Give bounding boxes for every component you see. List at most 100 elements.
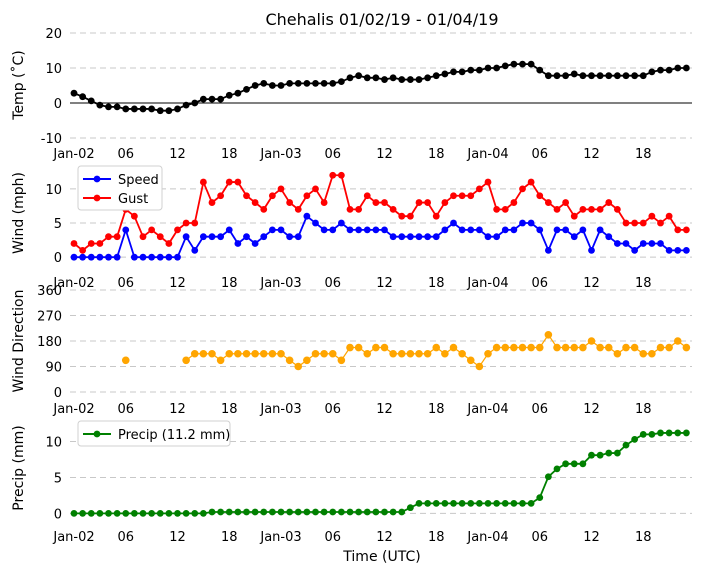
data-point bbox=[501, 499, 509, 507]
data-point bbox=[182, 356, 190, 365]
y-tick-label: 5 bbox=[54, 217, 62, 232]
data-point bbox=[303, 80, 311, 87]
subplot-4: 0 5 10 Precip (mm) Jan-02 06 12 18 Jan-03 06 12 18 J… bbox=[11, 420, 692, 545]
data-point bbox=[199, 349, 208, 358]
data-point bbox=[432, 212, 440, 220]
data-point bbox=[190, 349, 199, 358]
x-tick-label: 18 bbox=[221, 276, 238, 291]
data-point bbox=[79, 253, 87, 261]
data-point bbox=[208, 508, 216, 516]
data-point bbox=[139, 105, 147, 113]
data-point bbox=[208, 233, 216, 241]
data-point bbox=[441, 499, 449, 507]
x-tick-label: 06 bbox=[117, 147, 134, 162]
legend: Precip (11.2 mm) bbox=[77, 420, 231, 447]
data-point bbox=[613, 449, 621, 457]
data-point bbox=[337, 219, 345, 227]
data-point bbox=[570, 233, 578, 241]
data-point bbox=[527, 499, 535, 507]
data-point bbox=[96, 510, 104, 517]
data-point bbox=[458, 192, 466, 200]
data-point bbox=[217, 95, 225, 103]
y-tick-label: 270 bbox=[37, 310, 62, 325]
data-point bbox=[139, 510, 147, 517]
data-point bbox=[467, 192, 475, 200]
x-tick-label: 12 bbox=[169, 276, 186, 291]
data-point bbox=[648, 349, 656, 358]
data-point bbox=[122, 105, 130, 113]
data-point bbox=[251, 349, 259, 358]
data-point bbox=[613, 240, 621, 247]
data-point bbox=[121, 356, 130, 365]
data-point bbox=[363, 349, 372, 358]
chart-title: Chehalis 01/02/19 - 01/04/19 bbox=[265, 10, 498, 29]
data-point bbox=[596, 205, 604, 213]
data-point bbox=[484, 499, 492, 507]
y-tick-label: -10 bbox=[41, 132, 62, 147]
data-point bbox=[70, 510, 78, 517]
data-point bbox=[234, 508, 242, 516]
x-tick-label: 06 bbox=[324, 402, 341, 417]
data-point bbox=[484, 178, 492, 186]
x-tick-label: Jan-04 bbox=[466, 530, 508, 545]
data-point bbox=[639, 240, 647, 247]
data-point bbox=[372, 226, 380, 234]
data-point bbox=[191, 246, 199, 254]
data-point bbox=[216, 356, 225, 365]
data-point bbox=[657, 240, 664, 247]
y-tick-label: 20 bbox=[45, 27, 62, 42]
data-point bbox=[562, 72, 570, 80]
data-point bbox=[130, 212, 138, 220]
data-point bbox=[639, 72, 647, 80]
data-point bbox=[363, 74, 371, 82]
data-point bbox=[130, 105, 138, 113]
series-line bbox=[73, 174, 687, 252]
data-point bbox=[286, 233, 294, 241]
data-point bbox=[613, 72, 621, 80]
data-point bbox=[217, 233, 225, 241]
data-point bbox=[544, 473, 552, 481]
data-point bbox=[570, 70, 578, 78]
data-point bbox=[312, 185, 319, 193]
data-point bbox=[682, 64, 690, 72]
data-point bbox=[450, 499, 457, 507]
data-point bbox=[354, 343, 363, 352]
data-point bbox=[217, 192, 225, 200]
data-point bbox=[380, 343, 389, 352]
x-tick-label: Jan-04 bbox=[466, 147, 508, 162]
data-point bbox=[424, 199, 432, 206]
data-point bbox=[639, 349, 648, 358]
data-point bbox=[243, 508, 250, 516]
data-point bbox=[682, 246, 690, 254]
data-point bbox=[225, 91, 233, 99]
data-point bbox=[251, 82, 259, 89]
data-point bbox=[148, 510, 156, 517]
data-point bbox=[544, 199, 552, 206]
data-point bbox=[182, 233, 190, 241]
data-point bbox=[268, 508, 276, 516]
data-point bbox=[130, 253, 138, 261]
legend: Speed Gust bbox=[77, 165, 163, 211]
data-point bbox=[346, 205, 354, 213]
x-tick-label: 06 bbox=[324, 147, 341, 162]
y-axis-label: Wind (mph) bbox=[11, 172, 27, 254]
y-axis-label: Temp (˚C) bbox=[10, 50, 27, 120]
data-point bbox=[639, 430, 647, 438]
y-axis-label: Wind Direction bbox=[11, 290, 27, 393]
data-point bbox=[579, 343, 587, 352]
data-point bbox=[182, 101, 190, 109]
data-point bbox=[665, 429, 673, 437]
data-point bbox=[605, 72, 613, 80]
x-tick-label: 12 bbox=[376, 402, 393, 417]
data-point bbox=[355, 205, 363, 213]
data-point bbox=[105, 233, 112, 241]
data-point bbox=[148, 105, 156, 113]
data-point bbox=[320, 226, 328, 234]
data-point bbox=[501, 343, 510, 352]
data-point bbox=[329, 80, 337, 87]
data-point bbox=[346, 74, 354, 82]
data-point bbox=[631, 436, 639, 443]
data-point bbox=[682, 429, 690, 437]
data-point bbox=[165, 510, 173, 517]
data-point bbox=[355, 226, 363, 234]
